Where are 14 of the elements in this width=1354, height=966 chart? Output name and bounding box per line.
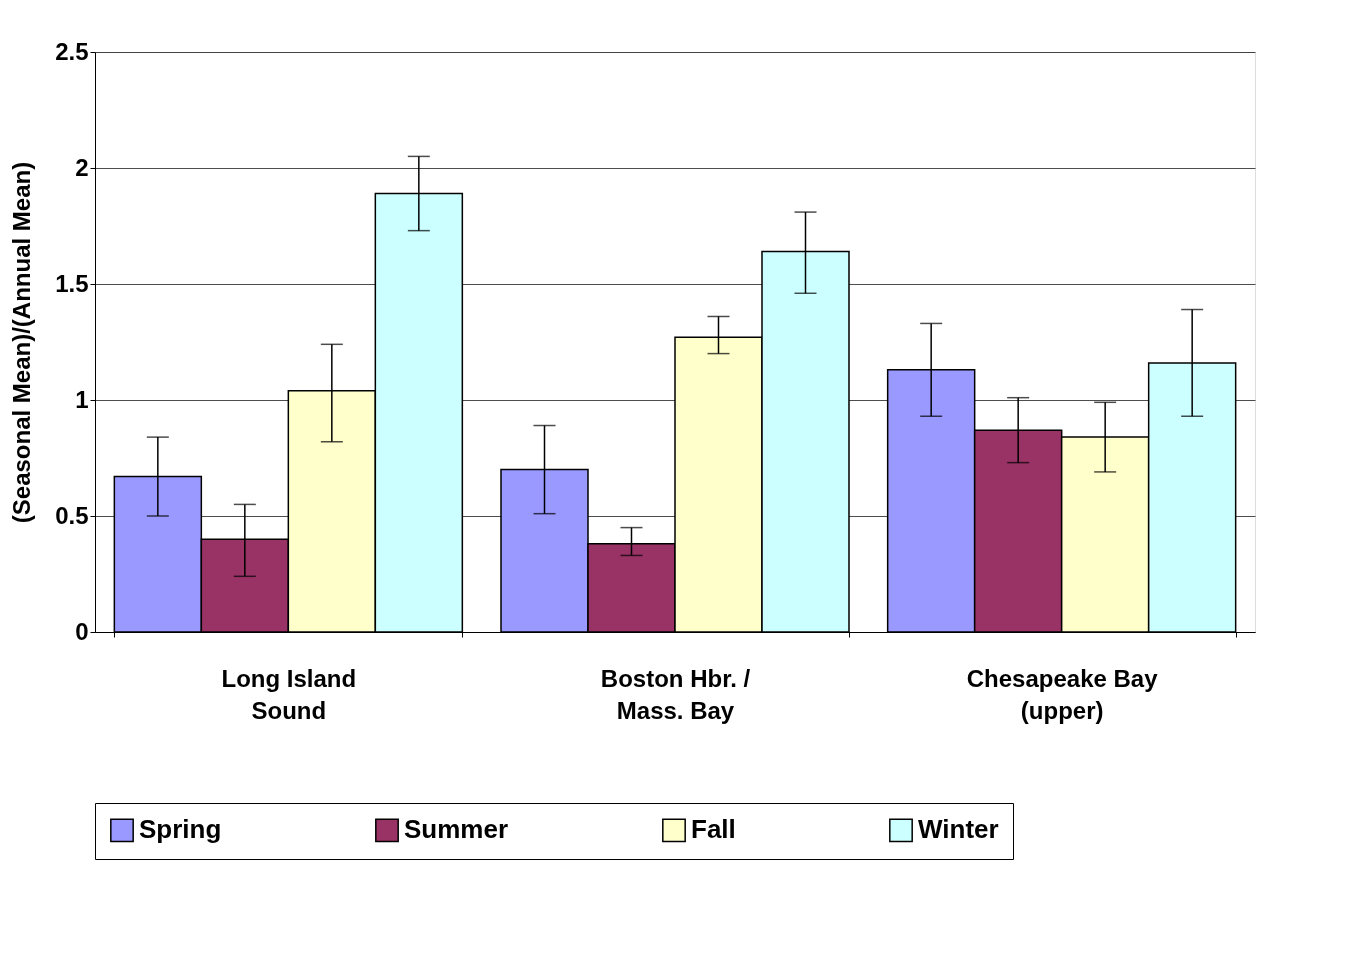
x-tick-label: Long Island Sound [221,664,357,724]
y-tick-label: 0.5 [55,501,89,529]
y-tick-label: 1 [75,385,89,413]
legend-label: Summer [404,814,509,845]
legend-label: Winter [918,814,999,845]
y-axis-title: (Seasonal Mean)/(Annual Mean) [8,161,36,524]
y-tick-label: 2.5 [55,37,89,65]
y-tick-label: 2 [75,153,89,181]
x-tick-label: Boston Hbr. / Mass. Bay [600,664,751,724]
legend-label: Spring [139,814,222,845]
legend-label: Fall [691,814,736,845]
y-tick-label: 0 [75,617,89,645]
y-tick-label: 1.5 [55,269,89,297]
x-tick-label: Chesapeake Bay (upper) [966,664,1159,724]
